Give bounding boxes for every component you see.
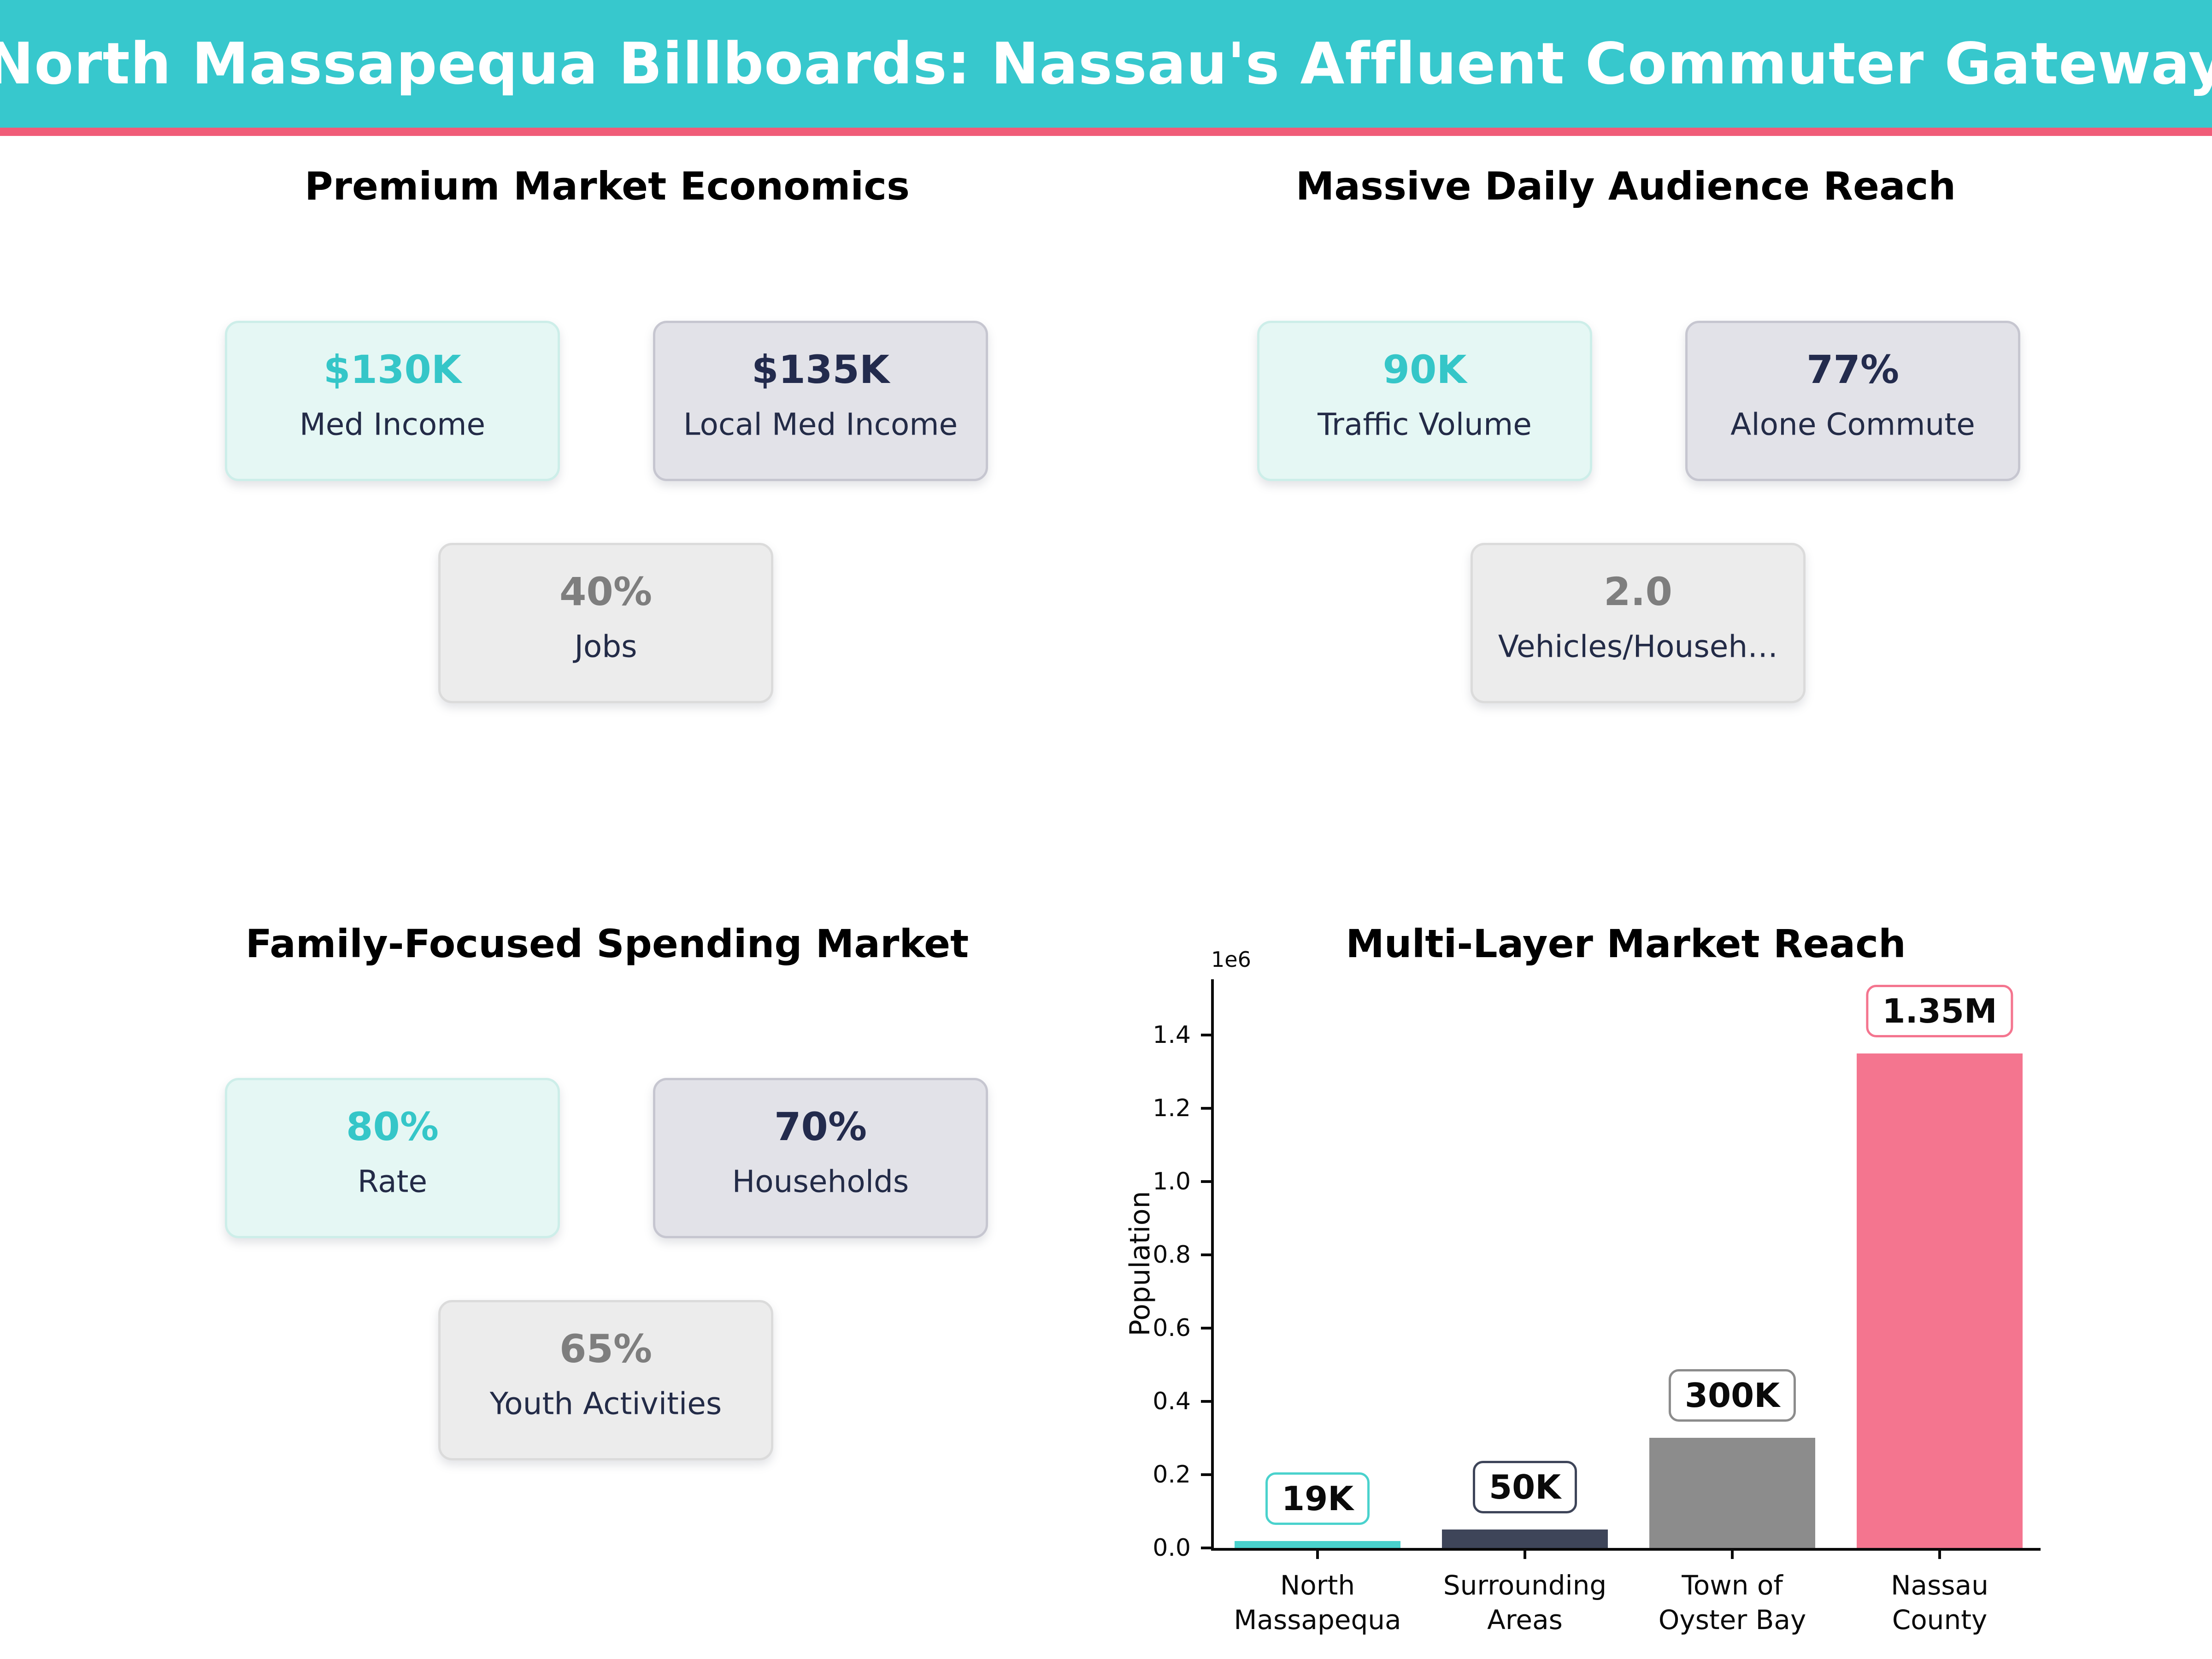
section-massive-daily-audience-reach: Massive Daily Audience Reach 90K Traffic…: [1211, 152, 2041, 756]
stat-value: $135K: [752, 347, 889, 393]
bar-value-callout-2: 300K: [1668, 1369, 1796, 1422]
stat-card-rate: 80% Rate: [225, 1078, 560, 1238]
y-tick-label-6: 1.2: [1153, 1094, 1191, 1122]
section-title-audience: Massive Daily Audience Reach: [1295, 164, 1956, 209]
section-multi-layer-market-reach: Multi-Layer Market Reach 1e6 Population …: [1124, 908, 2041, 1659]
x-tick-mark-0: [1316, 1548, 1319, 1559]
stat-card-vehicles-household: 2.0 Vehicles/Househ…: [1471, 543, 1806, 703]
stat-card-jobs: 40% Jobs: [438, 543, 773, 703]
section-premium-market-economics: Premium Market Economics $130K Med Incom…: [221, 152, 993, 756]
stat-label: Households: [732, 1164, 909, 1200]
stat-label: Youth Activities: [489, 1386, 722, 1422]
stat-value: 90K: [1382, 347, 1467, 393]
y-tick-mark-1: [1201, 1473, 1211, 1476]
stat-card-med-income: $130K Med Income: [225, 321, 560, 481]
x-tick-mark-1: [1524, 1548, 1526, 1559]
bar-value-callout-0: 19K: [1265, 1472, 1370, 1525]
stat-card-alone-commute: 77% Alone Commute: [1685, 321, 2020, 481]
stat-value: 65%: [559, 1326, 653, 1372]
y-tick-label-3: 0.6: [1153, 1314, 1191, 1342]
stat-card-traffic-volume: 90K Traffic Volume: [1257, 321, 1592, 481]
x-tick-mark-2: [1731, 1548, 1734, 1559]
stat-label: Alone Commute: [1730, 406, 1975, 442]
stat-value: 80%: [346, 1104, 439, 1150]
stat-value: $130K: [324, 347, 461, 393]
page-title: North Massapequa Billboards: Nassau's Af…: [0, 30, 2212, 97]
y-tick-label-2: 0.4: [1153, 1388, 1191, 1415]
y-tick-mark-4: [1201, 1253, 1211, 1256]
stat-value: 77%: [1806, 347, 1900, 393]
stat-card-households: 70% Households: [653, 1078, 988, 1238]
stat-value: 2.0: [1604, 569, 1672, 615]
stat-value: 40%: [559, 569, 653, 615]
y-tick-label-0: 0.0: [1153, 1534, 1191, 1562]
header-banner: North Massapequa Billboards: Nassau's Af…: [0, 0, 2212, 128]
stat-label: Rate: [357, 1164, 428, 1200]
stat-card-local-med-income: $135K Local Med Income: [653, 321, 988, 481]
y-tick-label-4: 0.8: [1153, 1241, 1191, 1269]
bar-1: [1442, 1530, 1608, 1548]
y-tick-mark-6: [1201, 1107, 1211, 1110]
y-tick-mark-3: [1201, 1327, 1211, 1330]
bar-value-callout-3: 1.35M: [1866, 985, 2013, 1037]
section-family-focused-spending-market: Family-Focused Spending Market 80% Rate …: [221, 908, 993, 1512]
chart-title: Multi-Layer Market Reach: [1346, 921, 1906, 966]
y-tick-mark-2: [1201, 1400, 1211, 1403]
y-tick-label-1: 0.2: [1153, 1461, 1191, 1488]
axis-scale-offset-text: 1e6: [1211, 947, 1251, 972]
bar-2: [1649, 1438, 1815, 1548]
bar-0: [1235, 1541, 1400, 1548]
y-tick-mark-7: [1201, 1034, 1211, 1036]
stat-label: Local Med Income: [683, 406, 958, 442]
x-tick-label-0: North Massapequa: [1234, 1570, 1401, 1636]
bar-3: [1857, 1053, 2023, 1548]
x-tick-mark-3: [1938, 1548, 1941, 1559]
x-tick-label-2: Town of Oyster Bay: [1658, 1570, 1806, 1636]
stat-label: Jobs: [574, 629, 637, 665]
y-tick-label-7: 1.4: [1153, 1021, 1191, 1049]
stat-card-youth-activities: 65% Youth Activities: [438, 1300, 773, 1460]
stat-label: Traffic Volume: [1318, 406, 1532, 442]
x-tick-label-1: Surrounding Areas: [1443, 1570, 1607, 1636]
stat-label: Vehicles/Househ…: [1498, 629, 1778, 665]
header-divider: [0, 128, 2212, 136]
section-title-economics: Premium Market Economics: [304, 164, 910, 209]
bar-value-callout-1: 50K: [1473, 1461, 1577, 1513]
y-tick-label-5: 1.0: [1153, 1168, 1191, 1195]
y-tick-mark-0: [1201, 1547, 1211, 1549]
x-tick-label-3: Nassau County: [1891, 1570, 1988, 1636]
y-tick-mark-5: [1201, 1180, 1211, 1183]
stat-label: Med Income: [299, 406, 486, 442]
section-title-family: Family-Focused Spending Market: [245, 921, 969, 966]
stat-value: 70%: [774, 1104, 867, 1150]
bar-chart-axes: 1e6 Population 19K North Massapequa 50K Sur…: [1124, 947, 2041, 1635]
